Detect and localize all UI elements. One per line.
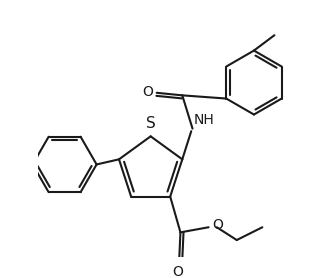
Text: O: O	[172, 265, 183, 278]
Text: S: S	[146, 116, 155, 131]
Text: NH: NH	[194, 113, 214, 127]
Text: O: O	[142, 85, 153, 98]
Text: O: O	[212, 218, 223, 232]
